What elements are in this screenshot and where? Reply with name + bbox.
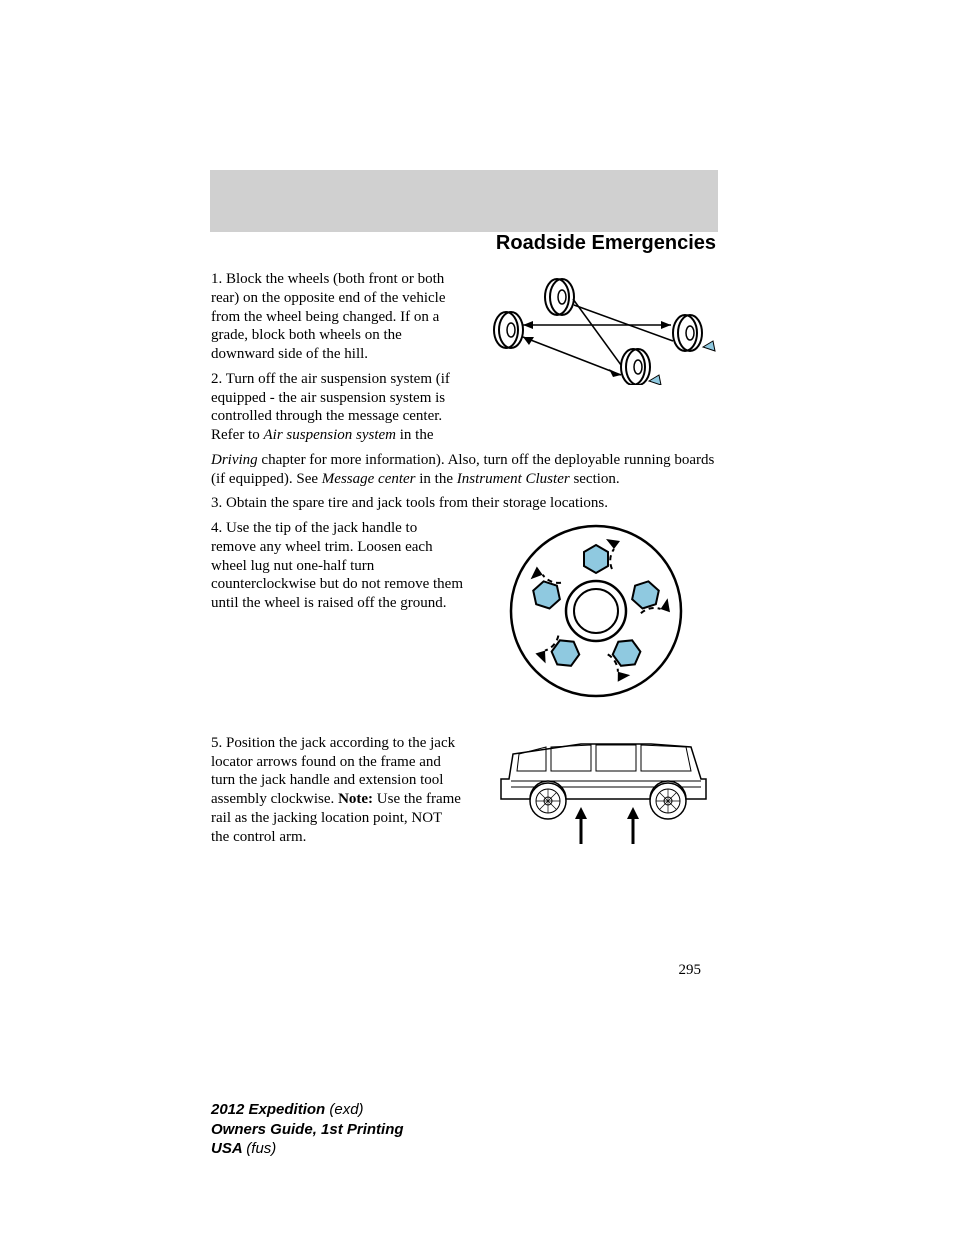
footer-region-code: (fus) bbox=[246, 1140, 276, 1157]
step3-text: 3. Obtain the spare tire and jack tools … bbox=[211, 494, 716, 513]
step1-body: Block the wheels (both front or both rea… bbox=[211, 271, 446, 362]
step2-post: section. bbox=[570, 471, 620, 487]
step1-text: 1. Block the wheels (both front or both … bbox=[211, 270, 463, 445]
step1-num: 1. bbox=[211, 271, 226, 287]
footer-model: 2012 Expedition bbox=[211, 1101, 329, 1118]
content: 1. Block the wheels (both front or both … bbox=[211, 270, 716, 861]
step2-continued: Driving chapter for more information). A… bbox=[211, 451, 716, 489]
lug-nut-icon bbox=[524, 566, 567, 611]
step5-num: 5. bbox=[211, 735, 226, 751]
step4-row: 4. Use the tip of the jack handle to rem… bbox=[211, 519, 716, 710]
lug-nut-icon bbox=[628, 577, 671, 622]
lug-nut-diagram bbox=[496, 519, 696, 710]
step5-note-label: Note: bbox=[338, 791, 373, 807]
page-number: 295 bbox=[679, 962, 702, 979]
suv-jack-diagram bbox=[491, 734, 716, 855]
step2-em1: Air suspension system bbox=[263, 427, 396, 443]
wheel-icon bbox=[545, 279, 574, 315]
step1-row: 1. Block the wheels (both front or both … bbox=[211, 270, 716, 445]
step4-body: Use the tip of the jack handle to remove… bbox=[211, 520, 463, 611]
step2-mid3: in the bbox=[416, 471, 457, 487]
lug-nut-icon bbox=[584, 539, 620, 573]
step2-em3: Message center bbox=[322, 471, 416, 487]
step2-em4: Instrument Cluster bbox=[457, 471, 570, 487]
header-band bbox=[210, 170, 718, 232]
step3-body: Obtain the spare tire and jack tools fro… bbox=[226, 495, 608, 511]
footer-model-code: (exd) bbox=[329, 1101, 363, 1118]
step2-num: 2. bbox=[211, 371, 226, 387]
step3-num: 3. bbox=[211, 495, 226, 511]
wheel-block-diagram bbox=[481, 275, 716, 391]
wheel-icon bbox=[494, 312, 523, 348]
wheel-icon bbox=[673, 315, 702, 351]
wheel-icon bbox=[621, 349, 650, 385]
step2-mid1: in the bbox=[396, 427, 434, 443]
step4-text: 4. Use the tip of the jack handle to rem… bbox=[211, 519, 463, 613]
page: Roadside Emergencies 1. Block the wheels… bbox=[0, 0, 954, 1235]
step2-em2: Driving bbox=[211, 452, 258, 468]
footer: 2012 Expedition (exd) Owners Guide, 1st … bbox=[211, 1100, 404, 1159]
footer-guide: Owners Guide, 1st Printing bbox=[211, 1120, 404, 1140]
lug-nut-icon bbox=[599, 635, 648, 684]
section-title: Roadside Emergencies bbox=[496, 232, 716, 255]
step5-text: 5. Position the jack according to the ja… bbox=[211, 734, 463, 847]
step4-num: 4. bbox=[211, 520, 226, 536]
step5-row: 5. Position the jack according to the ja… bbox=[211, 734, 716, 855]
footer-region: USA bbox=[211, 1140, 246, 1157]
